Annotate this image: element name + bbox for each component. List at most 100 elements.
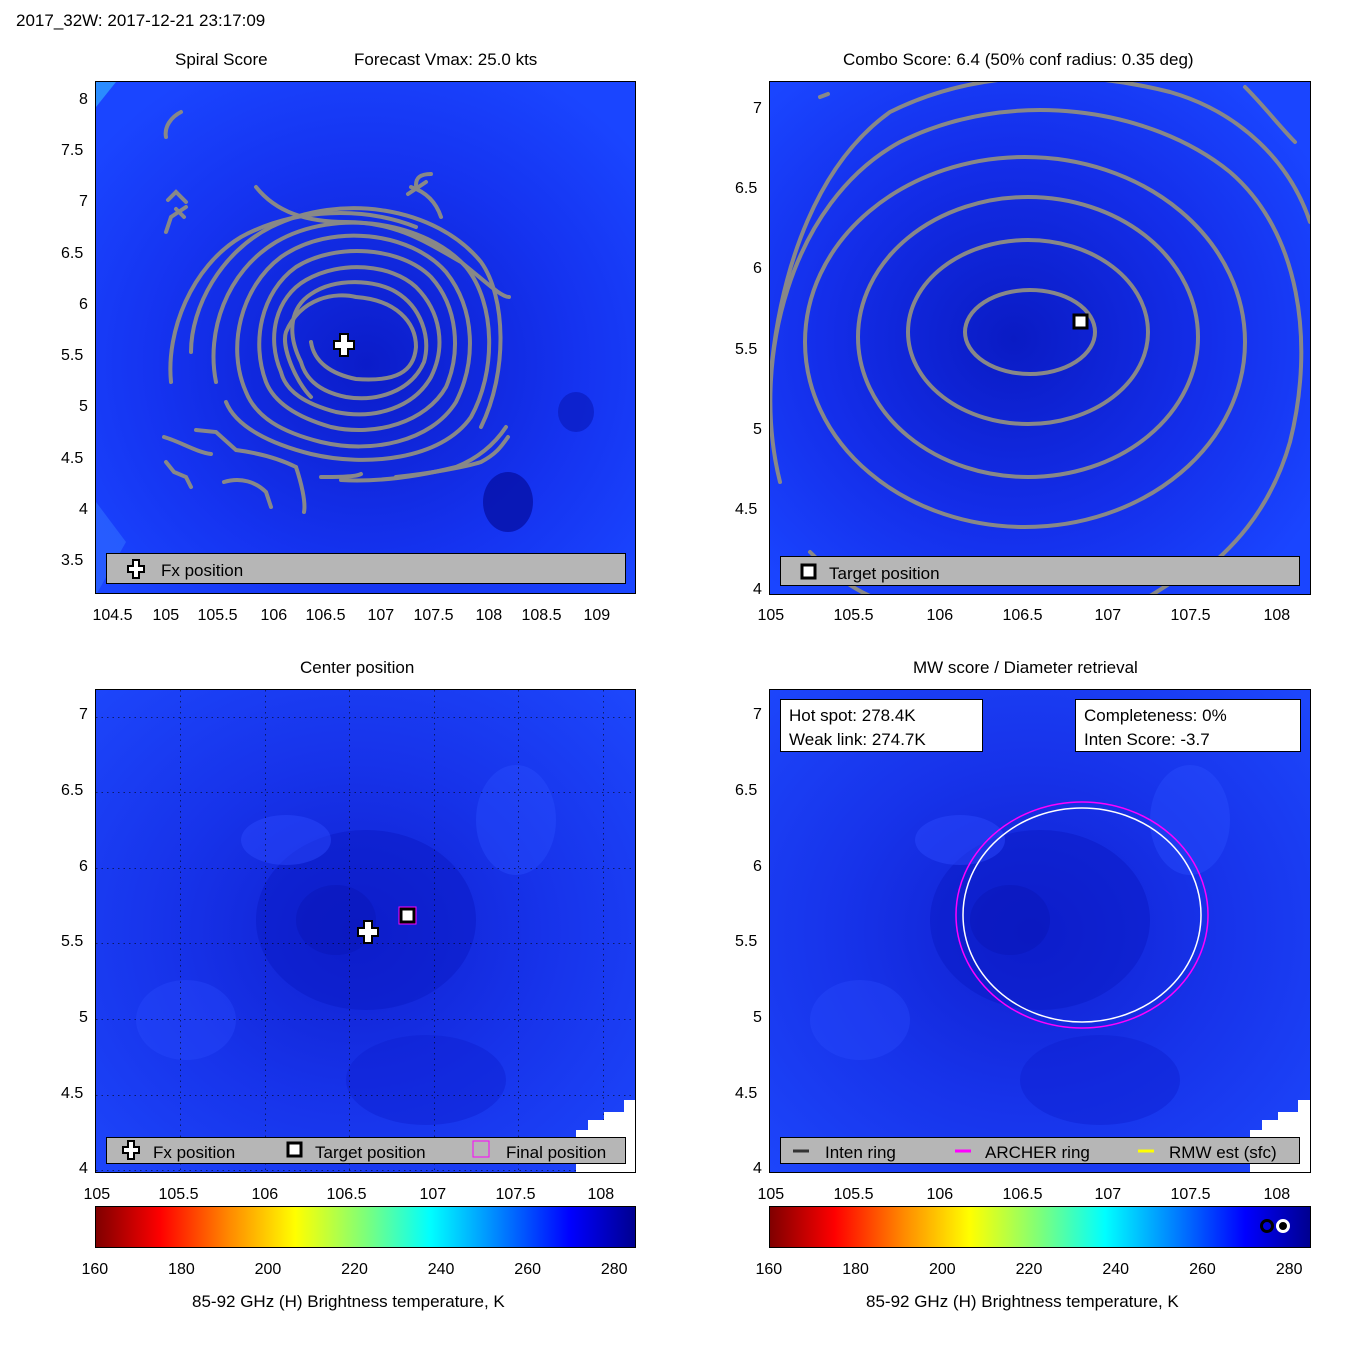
y-tick: 5.5 xyxy=(735,933,758,950)
colorbar-tick: 180 xyxy=(842,1261,869,1278)
center-target-marker xyxy=(398,906,417,925)
x-tick: 107 xyxy=(367,607,395,624)
colorbar-right xyxy=(769,1206,1311,1248)
x-tick: 105.5 xyxy=(833,607,874,624)
y-tick: 5.5 xyxy=(61,347,84,364)
x-tick: 106 xyxy=(260,607,288,624)
colorbar-right-label: 85-92 GHz (H) Brightness temperature, K xyxy=(866,1292,1179,1311)
y-tick: 5 xyxy=(753,1009,762,1026)
y-tick: 4 xyxy=(79,1160,88,1177)
center-svg xyxy=(96,690,635,1172)
colorbar-tick: 220 xyxy=(341,1261,368,1278)
colorbar-tick: 220 xyxy=(1015,1261,1043,1278)
center-legend-final-label: Final position xyxy=(506,1143,607,1162)
y-tick: 5 xyxy=(79,398,88,415)
combo-svg xyxy=(770,82,1310,594)
spiral-fx-marker xyxy=(333,333,355,357)
completeness-text: Completeness: 0% xyxy=(1084,706,1227,725)
y-tick: 7 xyxy=(753,100,762,117)
colorbar-tick: 280 xyxy=(1275,1261,1303,1278)
x-tick: 105.5 xyxy=(833,1186,874,1203)
y-tick: 4 xyxy=(79,501,88,518)
y-tick: 5.5 xyxy=(61,933,84,950)
spiral-score-plot: Fx position xyxy=(95,81,636,594)
colorbar-tick: 200 xyxy=(254,1261,282,1278)
combo-legend: Target position xyxy=(780,556,1300,586)
mw-title: MW score / Diameter retrieval xyxy=(913,658,1138,677)
spiral-legend-fx-label: Fx position xyxy=(161,561,244,580)
mw-svg xyxy=(770,690,1310,1172)
x-tick: 106.5 xyxy=(305,607,346,624)
hotspot-box: Hot spot: 278.4K Weak link: 274.7K xyxy=(780,699,983,752)
storm-time-header: 2017_32W: 2017-12-21 23:17:09 xyxy=(16,11,266,30)
x-tick: 107 xyxy=(1094,607,1122,624)
mw-score-plot: Hot spot: 278.4K Weak link: 274.7K Compl… xyxy=(769,689,1311,1173)
combo-legend-target-label: Target position xyxy=(829,564,940,583)
y-tick: 5 xyxy=(753,421,762,438)
y-tick: 6 xyxy=(753,858,762,875)
y-tick: 5 xyxy=(79,1009,88,1026)
center-fx-marker xyxy=(357,920,379,944)
combo-target-marker xyxy=(1072,313,1089,330)
center-target-legend-icon xyxy=(286,1141,303,1158)
x-tick: 105.5 xyxy=(197,607,238,624)
x-tick: 108 xyxy=(1263,1186,1291,1203)
x-tick: 107 xyxy=(1094,1186,1122,1203)
y-tick: 6 xyxy=(753,260,762,277)
inten-ring-legend-icon xyxy=(793,1149,809,1153)
spiral-contours xyxy=(162,110,511,514)
center-legend-target-label: Target position xyxy=(315,1143,426,1162)
completeness-box: Completeness: 0% Inten Score: -3.7 xyxy=(1075,699,1301,752)
x-tick: 107.5 xyxy=(1170,1186,1211,1203)
x-tick: 108 xyxy=(587,1186,615,1203)
y-tick: 4 xyxy=(753,581,762,598)
x-tick: 106.5 xyxy=(1002,1186,1043,1203)
y-tick: 4.5 xyxy=(61,1085,84,1102)
x-tick: 108.5 xyxy=(521,607,562,624)
y-tick: 4.5 xyxy=(735,501,758,518)
colorbar-tick: 240 xyxy=(427,1261,455,1278)
x-tick: 104.5 xyxy=(92,607,133,624)
center-title: Center position xyxy=(300,658,415,677)
mw-legend-rmw-label: RMW est (sfc) xyxy=(1169,1143,1277,1162)
weak-link-text: Weak link: 274.7K xyxy=(789,730,926,749)
mw-legend-archer-label: ARCHER ring xyxy=(985,1143,1090,1162)
y-tick: 7 xyxy=(79,193,88,210)
archer-ring-legend-icon xyxy=(955,1149,971,1153)
colorbar-tick: 280 xyxy=(600,1261,628,1278)
inten-score-text: Inten Score: -3.7 xyxy=(1084,730,1210,749)
y-tick: 6.5 xyxy=(735,180,758,197)
colorbar-tick: 240 xyxy=(1102,1261,1130,1278)
center-position-plot: Fx position Target position Final positi… xyxy=(95,689,636,1173)
colorbar-tick: 180 xyxy=(168,1261,195,1278)
combo-score-plot: Target position xyxy=(769,81,1311,595)
center-legend: Fx position Target position Final positi… xyxy=(106,1137,626,1164)
y-tick: 4.5 xyxy=(61,450,84,467)
mw-legend: Inten ring ARCHER ring RMW est (sfc) xyxy=(780,1137,1300,1164)
center-fx-legend-icon xyxy=(122,1140,140,1160)
y-tick: 4 xyxy=(753,1160,762,1177)
x-tick: 106 xyxy=(251,1186,279,1203)
colorbar-tick: 160 xyxy=(81,1261,109,1278)
archer-ring xyxy=(955,801,1209,1029)
y-tick: 6 xyxy=(79,858,88,875)
target-legend-icon xyxy=(800,563,817,580)
x-tick: 106.5 xyxy=(1002,607,1043,624)
combo-title: Combo Score: 6.4 (50% conf radius: 0.35 … xyxy=(843,50,1194,69)
colorbar-tick: 200 xyxy=(928,1261,956,1278)
y-tick: 6.5 xyxy=(61,782,84,799)
x-tick: 107.5 xyxy=(495,1186,536,1203)
y-tick: 8 xyxy=(79,91,88,108)
colorbar-markers xyxy=(1260,1219,1290,1233)
y-tick: 5.5 xyxy=(735,341,758,358)
combo-contours xyxy=(770,82,1310,594)
x-tick: 106 xyxy=(926,607,954,624)
x-tick: 108 xyxy=(1263,607,1291,624)
mw-legend-inten-label: Inten ring xyxy=(825,1143,896,1162)
x-tick: 106.5 xyxy=(326,1186,367,1203)
hot-spot-text: Hot spot: 278.4K xyxy=(789,706,916,725)
forecast-vmax-title: Forecast Vmax: 25.0 kts xyxy=(354,50,538,69)
colorbar-left xyxy=(95,1206,636,1248)
rmw-legend-icon xyxy=(1138,1149,1154,1153)
y-tick: 3.5 xyxy=(61,552,84,569)
